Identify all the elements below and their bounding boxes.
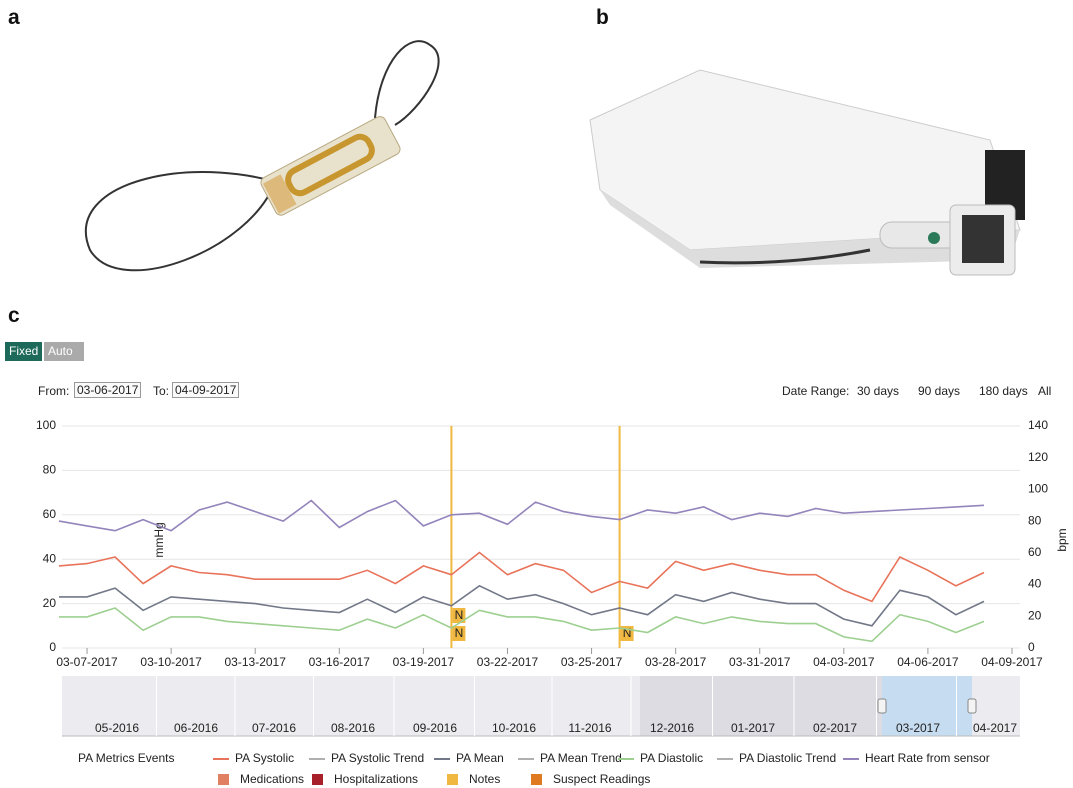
legend-label: Heart Rate from sensor — [865, 751, 990, 765]
navigator-label: 03-2017 — [896, 721, 940, 735]
x-tick-label: 03-28-2017 — [645, 655, 707, 669]
y-tick-label: 0 — [49, 640, 56, 654]
pillow-photo — [590, 70, 1025, 275]
y-tick-label: 100 — [36, 418, 56, 432]
range-button[interactable]: 90 days — [918, 384, 960, 398]
navigator-label: 02-2017 — [813, 721, 857, 735]
x-tick-label: 03-07-2017 — [56, 655, 118, 669]
navigator-label: 06-2016 — [174, 721, 218, 735]
y2-tick-label: 20 — [1028, 608, 1042, 622]
range-button[interactable]: 30 days — [857, 384, 899, 398]
x-tick-label: 03-13-2017 — [225, 655, 287, 669]
legend-label: PA Mean — [456, 751, 504, 765]
panel-label: c — [8, 304, 20, 328]
note-label: N — [455, 608, 464, 622]
range-label: Date Range: — [782, 384, 849, 398]
to-input[interactable]: 04-09-2017 — [172, 382, 239, 398]
y-tick-label: 80 — [43, 463, 57, 477]
navigator-label: 08-2016 — [331, 721, 375, 735]
event-swatch — [218, 774, 229, 785]
x-tick-label: 04-09-2017 — [981, 655, 1043, 669]
note-label: N — [455, 626, 464, 640]
series-line — [59, 586, 984, 626]
navigator-label: 10-2016 — [492, 721, 536, 735]
panel-label: a — [8, 6, 20, 30]
y2-tick-label: 80 — [1028, 513, 1042, 527]
y-tick-label: 40 — [43, 551, 57, 565]
navigator-label: 04-2017 — [973, 721, 1017, 735]
x-tick-label: 04-03-2017 — [813, 655, 875, 669]
range-button[interactable]: All — [1038, 384, 1051, 398]
sensor-photo — [86, 41, 439, 270]
event-swatch — [312, 774, 323, 785]
navigator-label: 09-2016 — [413, 721, 457, 735]
y2-tick-label: 140 — [1028, 418, 1048, 432]
y2-tick-label: 120 — [1028, 450, 1048, 464]
legend-label: PA Diastolic Trend — [739, 751, 836, 765]
from-input[interactable]: 03-06-2017 — [74, 382, 141, 398]
y2-tick-label: 0 — [1028, 640, 1035, 654]
event-label: Suspect Readings — [553, 772, 650, 786]
panel-label: b — [596, 6, 609, 30]
event-label: Medications — [240, 772, 304, 786]
event-swatch — [531, 774, 542, 785]
series-line — [59, 553, 984, 602]
navigator-label: 07-2016 — [252, 721, 296, 735]
event-label: Notes — [469, 772, 500, 786]
y2-tick-label: 60 — [1028, 545, 1042, 559]
series-line — [59, 501, 984, 531]
navigator-label: 05-2016 — [95, 721, 139, 735]
x-tick-label: 03-25-2017 — [561, 655, 623, 669]
y-tick-label: 20 — [43, 596, 57, 610]
series-line — [59, 608, 984, 641]
x-tick-label: 03-22-2017 — [477, 655, 539, 669]
navigator-label: 12-2016 — [650, 721, 694, 735]
x-tick-label: 03-31-2017 — [729, 655, 791, 669]
event-label: Hospitalizations — [334, 772, 418, 786]
legend-label: PA Systolic — [235, 751, 294, 765]
legend-label: PA Diastolic — [640, 751, 703, 765]
navigator-handle[interactable] — [878, 699, 886, 713]
navigator-handle[interactable] — [968, 699, 976, 713]
y2-tick-label: 40 — [1028, 577, 1042, 591]
figure: mmHg bpm PA Metrics Events 0204060801000… — [0, 0, 1073, 788]
x-tick-label: 04-06-2017 — [897, 655, 959, 669]
y2-axis-label: bpm — [1055, 528, 1069, 551]
navigator-label: 01-2017 — [731, 721, 775, 735]
range-button[interactable]: 180 days — [979, 384, 1028, 398]
x-tick-label: 03-16-2017 — [309, 655, 371, 669]
legend-title: PA Metrics Events — [78, 751, 174, 765]
auto-button[interactable]: Auto — [44, 342, 84, 361]
legend-label: PA Systolic Trend — [331, 751, 424, 765]
to-label: To: — [153, 384, 169, 398]
event-swatch — [447, 774, 458, 785]
legend-label: PA Mean Trend — [540, 751, 622, 765]
navigator-label: 11-2016 — [568, 721, 611, 735]
x-tick-label: 03-10-2017 — [140, 655, 202, 669]
x-tick-label: 03-19-2017 — [393, 655, 455, 669]
from-label: From: — [38, 384, 69, 398]
fixed-button[interactable]: Fixed — [5, 342, 42, 361]
y2-tick-label: 100 — [1028, 482, 1048, 496]
y-tick-label: 60 — [43, 507, 57, 521]
